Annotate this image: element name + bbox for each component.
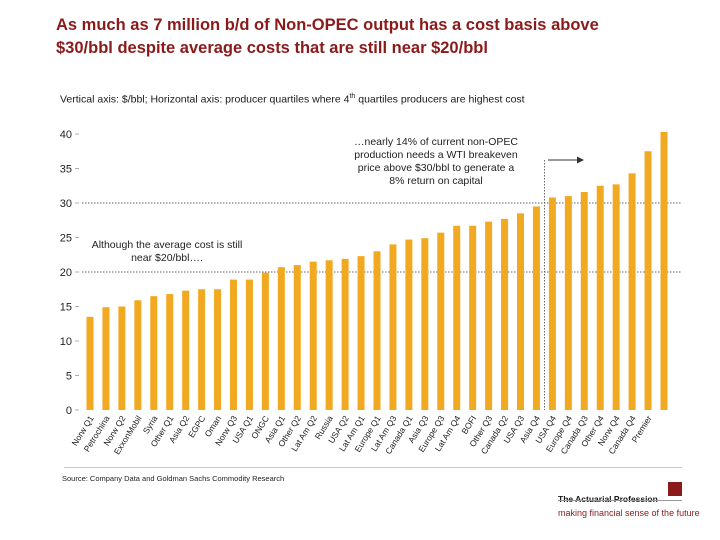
- brand-name: The Actuarial Profession: [558, 494, 658, 504]
- bar: [644, 151, 652, 410]
- annotation-right: price above $30/bbl to generate a: [358, 162, 515, 174]
- footer-rule: [64, 467, 682, 468]
- x-tick-label: EGPC: [186, 414, 207, 440]
- y-tick-label: 20: [60, 267, 72, 279]
- bar: [293, 265, 301, 410]
- bar: [485, 221, 493, 410]
- y-tick-label: 5: [66, 371, 72, 383]
- bar: [612, 184, 620, 410]
- bar: [277, 267, 285, 410]
- bar: [134, 300, 142, 410]
- bar: [501, 218, 509, 410]
- annotation-arrow-head: [577, 156, 584, 164]
- y-tick-label: 30: [60, 198, 72, 210]
- bar: [118, 306, 126, 410]
- y-tick-label: 0: [66, 405, 72, 417]
- bar: [660, 131, 668, 410]
- annotation-right: …nearly 14% of current non-OPEC: [354, 136, 518, 148]
- bar: [214, 289, 222, 410]
- title-line-1: As much as 7 million b/d of Non-OPEC out…: [56, 16, 599, 34]
- bar: [245, 279, 253, 410]
- axis-description-text: Vertical axis: $/bbl; Horizontal axis: p…: [60, 93, 350, 106]
- brand-logo-square: [668, 482, 682, 496]
- bar: [405, 239, 413, 410]
- bar: [309, 261, 317, 410]
- bar: [389, 244, 397, 410]
- bar: [564, 196, 572, 410]
- bar: [580, 191, 588, 410]
- slide-title: As much as 7 million b/d of Non-OPEC out…: [56, 14, 696, 60]
- annotation-left: near $20/bbl….: [131, 252, 203, 264]
- y-tick-label: 40: [60, 129, 72, 141]
- bar: [532, 206, 540, 410]
- annotation-right: production needs a WTI breakeven: [354, 149, 518, 161]
- bar: [150, 296, 158, 410]
- bar: [596, 185, 604, 410]
- bar: [373, 251, 381, 410]
- axis-description: Vertical axis: $/bbl; Horizontal axis: p…: [60, 93, 525, 106]
- axis-description-sup: th: [349, 93, 356, 100]
- brand-tagline: making financial sense of the future: [558, 508, 700, 518]
- bar: [548, 197, 556, 410]
- bar: [86, 316, 94, 410]
- y-tick-label: 10: [60, 336, 72, 348]
- bar: [357, 256, 365, 410]
- brand-divider: [558, 500, 682, 501]
- bar: [325, 260, 333, 410]
- bar: [421, 238, 429, 410]
- bar: [102, 307, 110, 410]
- bar: [341, 258, 349, 410]
- bar: [517, 213, 524, 410]
- y-tick-label: 15: [60, 302, 72, 314]
- source-note: Source: Company Data and Goldman Sachs C…: [62, 474, 285, 483]
- bar: [230, 279, 237, 410]
- bar: [166, 294, 174, 410]
- bar: [469, 225, 477, 410]
- title-line-2: $30/bbl despite average costs that are s…: [56, 39, 488, 57]
- y-tick-label: 25: [60, 233, 72, 245]
- annotation-left: Although the average cost is still: [92, 239, 243, 251]
- bar: [437, 232, 445, 410]
- bar: [628, 173, 636, 410]
- annotation-right: 8% return on capital: [389, 175, 482, 187]
- bar: [198, 289, 206, 410]
- bar: [453, 225, 461, 410]
- y-tick-label: 35: [60, 164, 72, 176]
- bar: [261, 272, 269, 410]
- bar: [182, 290, 190, 410]
- axis-description-text-end: quartiles producers are highest cost: [355, 93, 525, 106]
